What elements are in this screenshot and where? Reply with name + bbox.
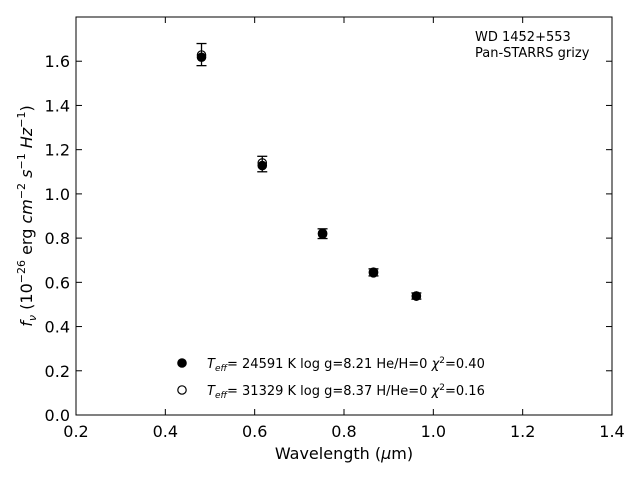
x-tick-label: 0.4 (153, 422, 178, 441)
x-tick-label: 0.2 (63, 422, 88, 441)
x-tick-label: 1.0 (421, 422, 446, 441)
y-tick-label: 0.0 (45, 406, 70, 425)
plot-frame (75, 16, 613, 416)
y-tick-label: 0.4 (45, 318, 70, 337)
y-axis-title: fν (10−26 erg cm−2 s−1 Hz−1) (15, 105, 39, 326)
y-tick-label: 0.6 (45, 273, 70, 292)
annotation-line-2: Pan-STARRS grizy (475, 46, 590, 61)
y-tick-label: 0.8 (45, 229, 70, 248)
y-tick-label: 1.6 (45, 52, 70, 71)
error-bars (196, 42, 422, 300)
data-point-open (196, 50, 207, 60)
x-axis-title: Wavelength (μm) (275, 444, 413, 463)
data-points (196, 50, 422, 301)
legend-label-2: Teff= 31329 K log g=8.37 H/He=0 χ2=0.16 (207, 383, 485, 401)
legend-label-1: Teff= 24591 K log g=8.21 He/H=0 χ2=0.40 (207, 356, 485, 374)
data-point-open (411, 291, 422, 301)
y-tick-label: 0.2 (45, 362, 70, 381)
x-axis-ticks: 0.2 0.4 0.6 0.8 1.0 1.2 1.4 (63, 17, 625, 441)
data-point-open (317, 229, 328, 239)
x-tick-label: 0.6 (242, 422, 267, 441)
y-tick-label: 1.4 (45, 96, 70, 115)
x-tick-label: 0.8 (331, 422, 356, 441)
y-tick-label: 1.2 (45, 141, 70, 160)
legend-marker-open (177, 385, 187, 395)
x-tick-label: 1.4 (599, 422, 624, 441)
y-axis-ticks: 0.0 0.2 0.4 0.6 0.8 1.0 1.2 1.4 1.6 (45, 52, 612, 425)
legend: Teff= 24591 K log g=8.21 He/H=0 χ2=0.40 … (177, 356, 485, 401)
x-tick-label: 1.2 (510, 422, 535, 441)
legend-marker-filled (177, 358, 187, 368)
annotation-line-1: WD 1452+553 (475, 30, 571, 45)
y-tick-label: 1.0 (45, 185, 70, 204)
data-point-open (368, 268, 379, 278)
data-point-open (257, 158, 268, 168)
data-point-filled (257, 160, 268, 171)
